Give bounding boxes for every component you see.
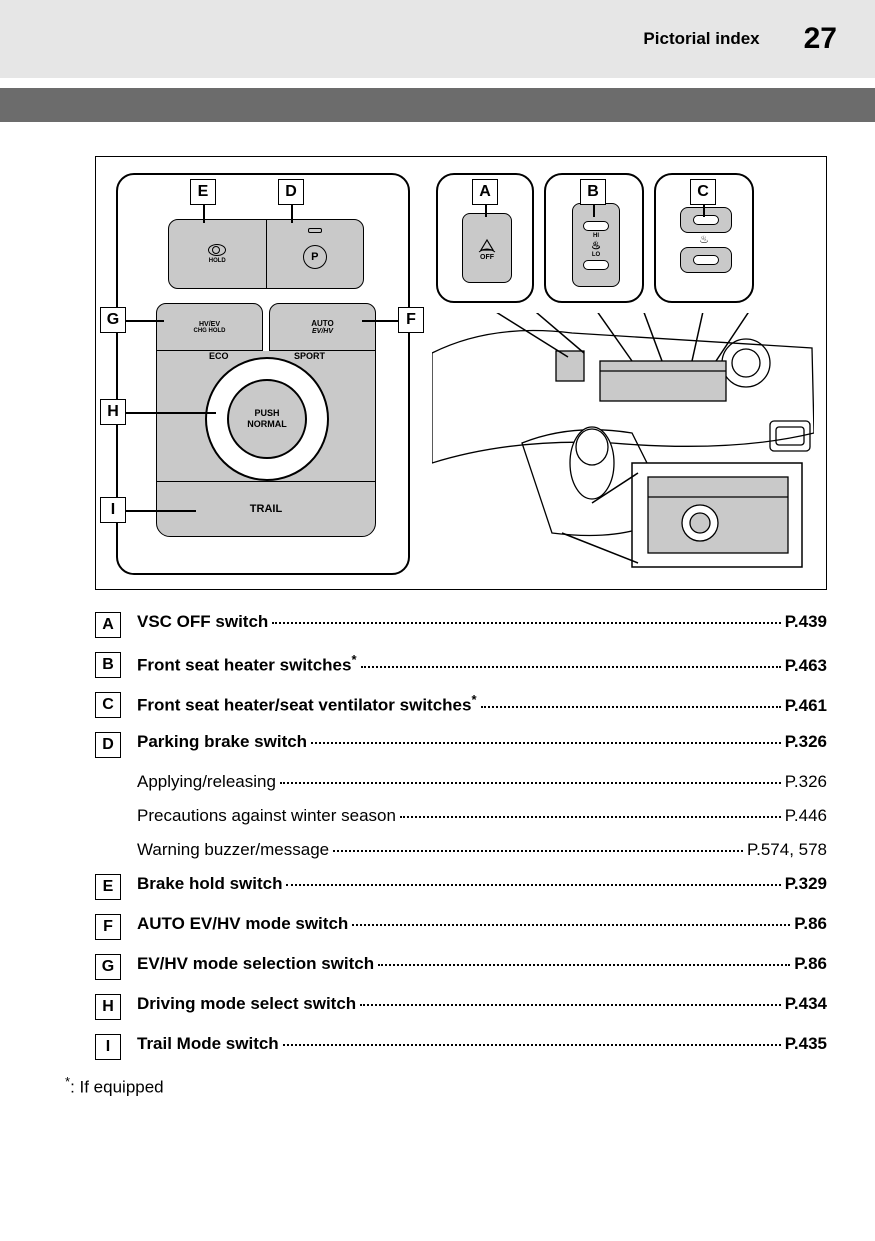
index-sub-title: Precautions against winter season — [137, 806, 396, 826]
index-sub-page: P.326 — [785, 772, 827, 792]
brake-buttons: HOLD P — [168, 219, 364, 289]
index-page: P.463 — [785, 656, 827, 676]
index-row: B Front seat heater switches* P.463 — [95, 652, 827, 678]
page-number: 27 — [804, 22, 837, 56]
index-title: Brake hold switch — [137, 874, 282, 894]
index-row: F AUTO EV/HV mode switch P.86 — [95, 914, 827, 940]
index-page: P.439 — [785, 612, 827, 632]
seat-vent-upper — [680, 207, 732, 233]
index-title: Front seat heater switches* — [137, 652, 357, 676]
index-letter: A — [95, 612, 121, 638]
seat-heater-button: HI ♨ LO — [572, 203, 620, 287]
drive-mode-dial: ECO SPORT PUSH NORMAL — [156, 351, 376, 481]
index-subrow: Applying/releasing P.326 — [137, 772, 827, 792]
hold-button: HOLD — [169, 220, 267, 288]
page-content: HOLD P HV/EV CHG HOLD AUTO EV/HV — [0, 122, 875, 1098]
tag-f: F — [398, 307, 424, 333]
dial-center: PUSH NORMAL — [227, 379, 307, 459]
control-cluster-panel: HOLD P HV/EV CHG HOLD AUTO EV/HV — [116, 173, 410, 575]
index-subrow: Warning buzzer/message P.574, 578 — [137, 840, 827, 860]
index-letter: D — [95, 732, 121, 758]
index-title: Driving mode select switch — [137, 994, 356, 1014]
index-sub-title: Applying/releasing — [137, 772, 276, 792]
index-row: C Front seat heater/seat ventilator switc… — [95, 692, 827, 718]
tag-a: A — [472, 179, 498, 205]
ev-hold-button: HV/EV CHG HOLD — [156, 303, 263, 351]
index-letter: B — [95, 652, 121, 678]
vsc-off-button: OFF — [462, 213, 512, 283]
oval-indicator — [583, 260, 609, 270]
interior-sketch — [432, 313, 814, 577]
parking-brake-button: P — [267, 220, 364, 288]
index-page: P.326 — [785, 732, 827, 752]
tag-h: H — [100, 399, 126, 425]
index-title: EV/HV mode selection switch — [137, 954, 374, 974]
index-row: D Parking brake switch P.326 — [95, 732, 827, 758]
page-header: Pictorial index 27 — [0, 0, 875, 78]
index-title: AUTO EV/HV mode switch — [137, 914, 348, 934]
trail-button: TRAIL — [156, 481, 376, 537]
index-page: P.86 — [794, 954, 827, 974]
index-page: P.461 — [785, 696, 827, 716]
tag-d: D — [278, 179, 304, 205]
index-page: P.86 — [794, 914, 827, 934]
index-title: Trail Mode switch — [137, 1034, 279, 1054]
index-letter: I — [95, 1034, 121, 1060]
index-letter: F — [95, 914, 121, 940]
footnote: *: If equipped — [65, 1074, 837, 1098]
index-title: Front seat heater/seat ventilator switch… — [137, 692, 477, 716]
tag-b: B — [580, 179, 606, 205]
index-subrow: Precautions against winter season P.446 — [137, 806, 827, 826]
ev-mode-buttons: HV/EV CHG HOLD AUTO EV/HV — [156, 303, 376, 351]
index-sub-page: P.574, 578 — [747, 840, 827, 860]
index-title: Parking brake switch — [137, 732, 307, 752]
index-row: E Brake hold switch P.329 — [95, 874, 827, 900]
index-page: P.434 — [785, 994, 827, 1014]
tag-e: E — [190, 179, 216, 205]
index-letter: H — [95, 994, 121, 1020]
index-page: P.329 — [785, 874, 827, 894]
index-row: I Trail Mode switch P.435 — [95, 1034, 827, 1060]
seat-vent-lower — [680, 247, 732, 273]
index-list: A VSC OFF switch P.439 B Front seat heater s… — [95, 612, 827, 1060]
index-letter: E — [95, 874, 121, 900]
oval-indicator — [583, 221, 609, 231]
index-title: VSC OFF switch — [137, 612, 268, 632]
index-row: A VSC OFF switch P.439 — [95, 612, 827, 638]
index-row: H Driving mode select switch P.434 — [95, 994, 827, 1020]
auto-ev-button: AUTO EV/HV — [269, 303, 376, 351]
pictorial-diagram: HOLD P HV/EV CHG HOLD AUTO EV/HV — [95, 156, 827, 590]
index-letter: C — [95, 692, 121, 718]
tag-i: I — [100, 497, 126, 523]
index-letter: G — [95, 954, 121, 980]
tag-g: G — [100, 307, 126, 333]
index-sub-title: Warning buzzer/message — [137, 840, 329, 860]
section-title: Pictorial index — [643, 29, 759, 49]
index-sub-page: P.446 — [785, 806, 827, 826]
tag-c: C — [690, 179, 716, 205]
index-page: P.435 — [785, 1034, 827, 1054]
header-band — [0, 88, 875, 122]
index-row: G EV/HV mode selection switch P.86 — [95, 954, 827, 980]
